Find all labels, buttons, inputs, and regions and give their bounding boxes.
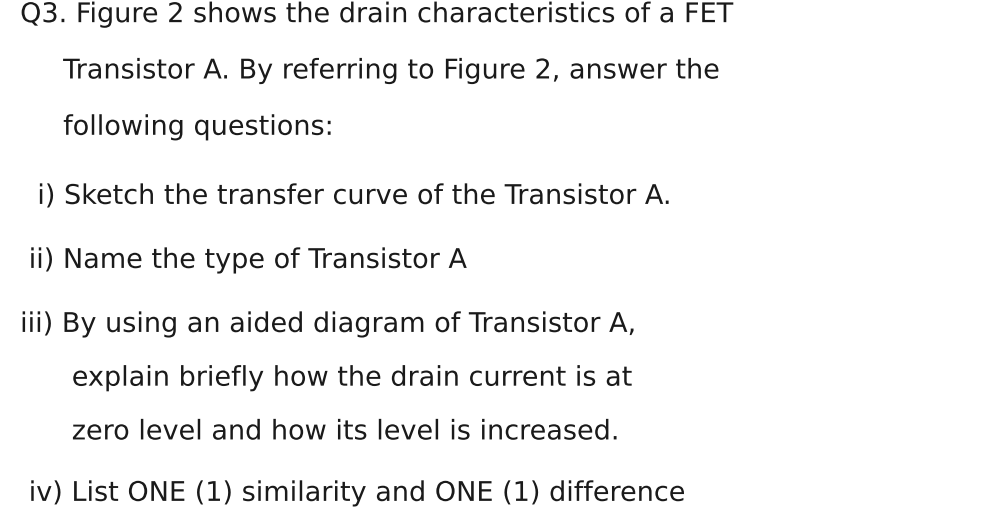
Text: explain briefly how the drain current is at: explain briefly how the drain current is… bbox=[20, 366, 634, 392]
Text: Transistor A. By referring to Figure 2, answer the: Transistor A. By referring to Figure 2, … bbox=[20, 58, 722, 84]
Text: Q3. Figure 2 shows the drain characteristics of a FET: Q3. Figure 2 shows the drain characteris… bbox=[20, 2, 736, 28]
Text: i) Sketch the transfer curve of the Transistor A.: i) Sketch the transfer curve of the Tran… bbox=[20, 184, 673, 210]
Text: iv) List ONE (1) similarity and ONE (1) difference: iv) List ONE (1) similarity and ONE (1) … bbox=[20, 481, 686, 507]
Text: zero level and how its level is increased.: zero level and how its level is increase… bbox=[20, 419, 621, 445]
Text: iii) By using an aided diagram of Transistor A,: iii) By using an aided diagram of Transi… bbox=[20, 312, 637, 338]
Text: ii) Name the type of Transistor A: ii) Name the type of Transistor A bbox=[20, 248, 468, 274]
Text: following questions:: following questions: bbox=[20, 115, 335, 141]
